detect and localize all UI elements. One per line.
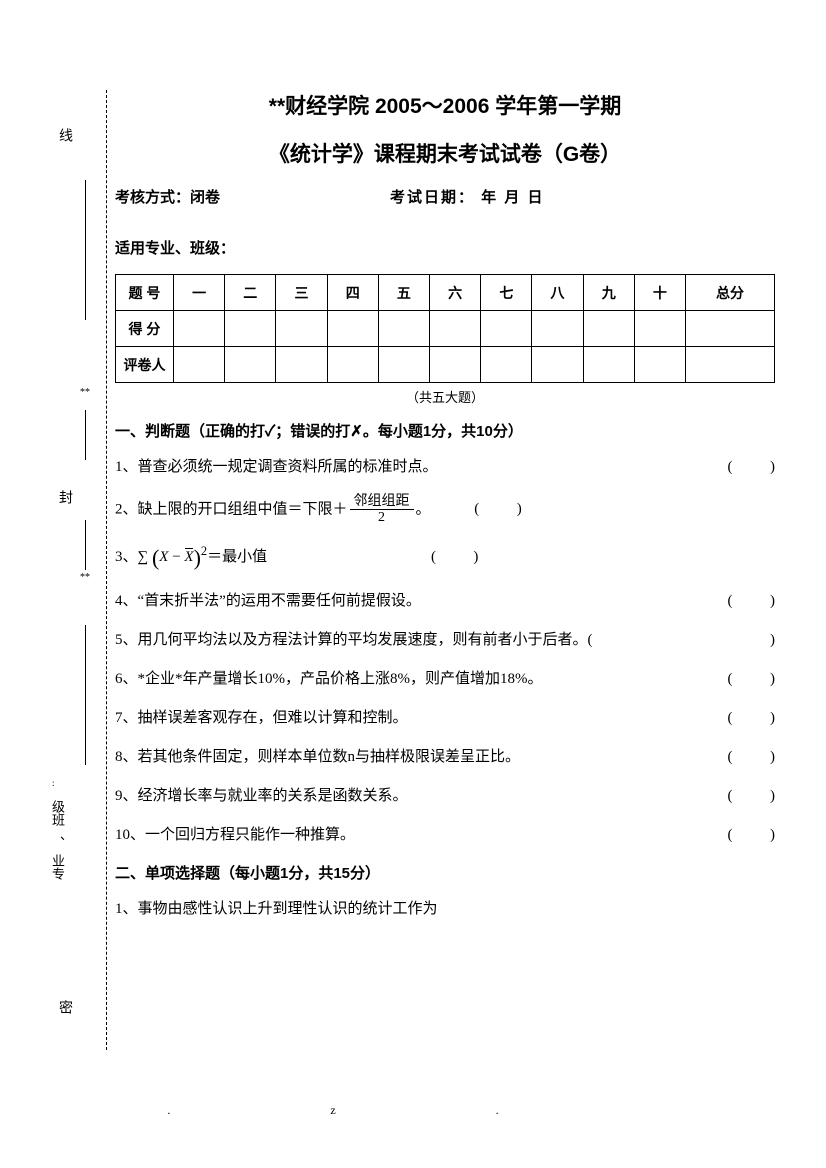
q7-text: 7、抽样误差客观存在，但难以计算和控制。 <box>115 706 716 727</box>
q2-fraction: 邻组组距2 <box>350 494 414 526</box>
side-dun: : <box>52 780 55 786</box>
q1-paren: ( ) <box>716 459 776 476</box>
q3-minus: − <box>168 549 184 565</box>
q2-suffix: 。 <box>416 501 431 517</box>
side-stars-1: ** <box>80 390 90 396</box>
applicable-major: 适用专业、班级： <box>115 237 775 258</box>
q9-text: 9、经济增长率与就业率的关系是函数关系。 <box>115 784 716 805</box>
s2q1-text: 1、事物由感性认识上升到理性认识的统计工作为 <box>115 897 775 918</box>
score-header-row: 题 号 一 二 三 四 五 六 七 八 九 十 总分 <box>116 275 775 311</box>
q10-paren: ( ) <box>716 827 776 844</box>
th-total: 总分 <box>686 275 775 311</box>
q5-text: 5、用几何平均法以及方程法计算的平均发展速度，则有前者小于后者。( <box>115 628 740 649</box>
side-label-feng: 封 <box>54 490 74 504</box>
exam-info-row: 考核方式：闭卷 考试日期： 年 月 日 <box>115 186 775 207</box>
q3-prefix: 3、∑ <box>115 549 148 565</box>
side-line-4 <box>85 625 86 765</box>
exam-header: **财经学院 2005～2006 学年第一学期 《统计学》课程期末考试试卷（G卷… <box>115 90 775 168</box>
th-label: 题 号 <box>116 275 174 311</box>
total-sections-note: （共五大题） <box>115 387 775 406</box>
page-content: **财经学院 2005～2006 学年第一学期 《统计学》课程期末考试试卷（G卷… <box>115 90 775 936</box>
th-10: 十 <box>634 275 685 311</box>
q3-Xbar: X <box>184 549 193 566</box>
q8: 8、若其他条件固定，则样本单位数n与抽样极限误差呈正比。 ( ) <box>115 745 775 766</box>
q4-paren: ( ) <box>716 593 776 610</box>
side-label-mi: 密 <box>54 1000 74 1014</box>
th-5: 五 <box>378 275 429 311</box>
institution-title: **财经学院 2005～2006 学年第一学期 <box>115 90 775 120</box>
q3-X2: X <box>184 549 193 565</box>
q2-prefix: 2、缺上限的开口组组中值＝下限＋ <box>115 501 348 517</box>
q2-denominator: 2 <box>350 510 414 525</box>
side-line-2 <box>85 410 86 460</box>
q8-paren: ( ) <box>716 749 776 766</box>
q1-text: 1、普查必须统一规定调查资料所属的标准时点。 <box>115 455 716 476</box>
q3: 3、∑ (X − X)2＝最小值 ( ) <box>115 544 775 571</box>
side-label-zhuanye: 业专 <box>48 854 67 880</box>
score-table: 题 号 一 二 三 四 五 六 七 八 九 十 总分 得 分 评卷人 <box>115 274 775 383</box>
q3-paren: ( ) <box>431 549 479 565</box>
q10: 10、一个回归方程只能作一种推算。 ( ) <box>115 823 775 844</box>
score-row: 得 分 <box>116 311 775 347</box>
th-7: 七 <box>481 275 532 311</box>
footer-z: z. <box>330 1103 658 1117</box>
q9: 9、经济增长率与就业率的关系是函数关系。 ( ) <box>115 784 775 805</box>
side-label-xian: 线 <box>54 128 74 142</box>
side-label-dun2: 、 <box>48 836 67 849</box>
q7-paren: ( ) <box>716 710 776 727</box>
q7: 7、抽样误差客观存在，但难以计算和控制。 ( ) <box>115 706 775 727</box>
q2-numerator: 邻组组距 <box>350 494 414 510</box>
exam-method: 考核方式：闭卷 <box>115 186 390 207</box>
s2q1: 1、事物由感性认识上升到理性认识的统计工作为 <box>115 897 775 918</box>
side-stars-2: ** <box>80 575 90 581</box>
q4-text: 4、“首末折半法”的运用不需要任何前提假设。 <box>115 589 716 610</box>
q5: 5、用几何平均法以及方程法计算的平均发展速度，则有前者小于后者。( ) <box>115 628 775 649</box>
footer-dot: . <box>167 1103 330 1117</box>
side-line-1 <box>85 180 86 320</box>
q2: 2、缺上限的开口组组中值＝下限＋邻组组距2。 ( ) <box>115 494 775 526</box>
side-line-3 <box>85 520 86 570</box>
q3-eq: ＝最小值 <box>207 549 267 565</box>
th-9: 九 <box>583 275 634 311</box>
course-title: 《统计学》课程期末考试试卷（G卷） <box>115 138 775 168</box>
reviewer-row: 评卷人 <box>116 347 775 383</box>
page-footer: .z. <box>0 1103 826 1118</box>
th-8: 八 <box>532 275 583 311</box>
th-3: 三 <box>276 275 327 311</box>
section2-title: 二、单项选择题（每小题1分，共15分） <box>115 862 775 883</box>
q3-rparen: ) <box>194 545 201 570</box>
q4: 4、“首末折半法”的运用不需要任何前提假设。 ( ) <box>115 589 775 610</box>
q1: 1、普查必须统一规定调查资料所属的标准时点。 ( ) <box>115 455 775 476</box>
binding-margin: 线 ** 封 ** : 级班 、 业专 密 <box>50 80 100 1060</box>
q10-text: 10、一个回归方程只能作一种推算。 <box>115 823 716 844</box>
q5-paren: ) <box>740 632 775 649</box>
th-2: 二 <box>225 275 276 311</box>
q6: 6、*企业*年产量增长10%，产品价格上涨8%，则产值增加18%。 ( ) <box>115 667 775 688</box>
q9-paren: ( ) <box>716 788 776 805</box>
th-4: 四 <box>327 275 378 311</box>
th-6: 六 <box>430 275 481 311</box>
th-1: 一 <box>174 275 225 311</box>
side-label-banji: 级班 <box>48 800 67 826</box>
row-reviewer-label: 评卷人 <box>116 347 174 383</box>
q6-text: 6、*企业*年产量增长10%，产品价格上涨8%，则产值增加18%。 <box>115 667 716 688</box>
section1-title: 一、判断题（正确的打✓；错误的打✗。每小题1分，共10分） <box>115 420 775 441</box>
q2-paren: ( ) <box>474 501 522 517</box>
fold-dash-line <box>106 90 107 1050</box>
q6-paren: ( ) <box>716 671 776 688</box>
q8-text: 8、若其他条件固定，则样本单位数n与抽样极限误差呈正比。 <box>115 745 716 766</box>
exam-date: 考试日期： 年 月 日 <box>390 186 775 207</box>
row-score-label: 得 分 <box>116 311 174 347</box>
